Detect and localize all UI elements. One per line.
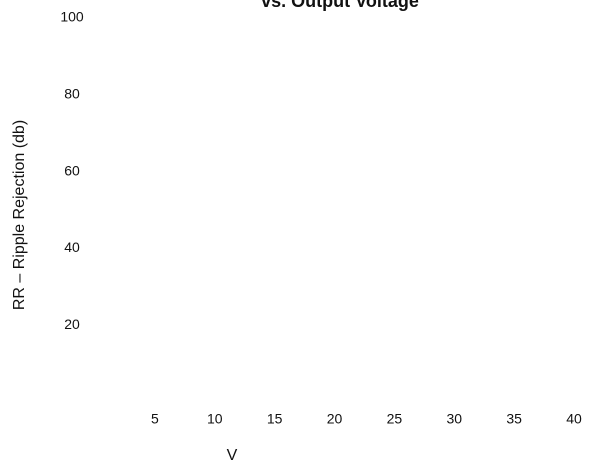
y-tick-label: 100 — [60, 9, 84, 25]
y-tick-label: 80 — [64, 86, 80, 102]
y-tick-label: 40 — [64, 239, 80, 255]
y-tick-label: 60 — [64, 162, 80, 178]
x-tick-label: 40 — [566, 411, 582, 427]
x-tick-label: 35 — [506, 411, 522, 427]
x-tick-label: 20 — [327, 411, 343, 427]
x-tick-label: 15 — [267, 411, 283, 427]
x-tick-label: 5 — [151, 411, 159, 427]
chart-title: vs. Output Voltage — [261, 0, 419, 11]
y-tick-label: 20 — [64, 316, 80, 332]
x-axis-label: V — [227, 447, 238, 464]
x-tick-label: 25 — [387, 411, 403, 427]
y-axis-label: RR – Ripple Rejection (db) — [11, 120, 28, 310]
x-tick-label: 30 — [446, 411, 462, 427]
x-tick-label: 10 — [207, 411, 223, 427]
